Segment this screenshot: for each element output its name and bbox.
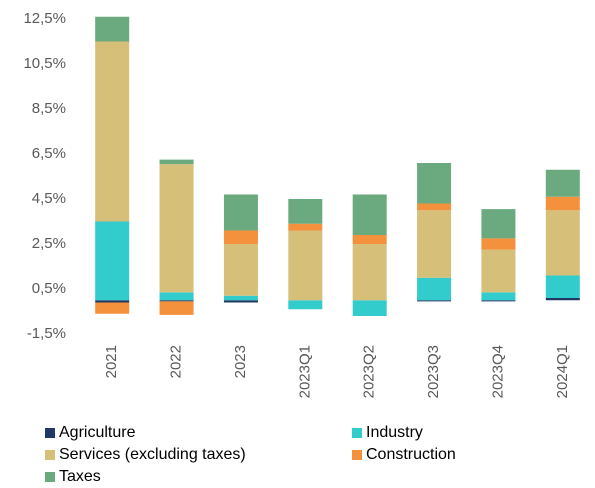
bar-segment [95, 16, 130, 42]
legend-label: Agriculture [59, 424, 136, 441]
bar-segment [417, 210, 452, 278]
bar-segment [159, 301, 194, 315]
bar-segment [159, 292, 194, 301]
bar-segment [223, 194, 258, 231]
bar-segment [545, 298, 580, 301]
bar-segment [417, 203, 452, 211]
bar-segment [481, 249, 516, 293]
y-tick-label: 2,5% [32, 235, 66, 252]
bar-segment [545, 210, 580, 276]
x-tick-label: 2023Q3 [425, 345, 442, 398]
bar-segment [545, 275, 580, 298]
bar-segment [481, 238, 516, 250]
x-tick-label: 2023 [232, 345, 249, 378]
y-tick-label: 6,5% [32, 145, 66, 162]
y-tick-label: -1,5% [27, 325, 66, 342]
bar-segment [223, 230, 258, 244]
bar-segment [352, 235, 387, 244]
bar-segment [159, 159, 194, 165]
legend-label: Construction [366, 446, 456, 463]
legend-swatch [352, 428, 362, 438]
bar-segment [481, 300, 516, 302]
bar-segment [223, 244, 258, 296]
bar-segment [288, 223, 323, 231]
y-tick-label: 8,5% [32, 100, 66, 117]
x-tick-label: 2023Q4 [489, 345, 506, 398]
bar-segment [481, 292, 516, 301]
legend-label: Industry [366, 424, 423, 441]
legend-label: Services (excluding taxes) [59, 446, 246, 463]
y-tick-label: 0,5% [32, 280, 66, 297]
bar-segment [545, 196, 580, 211]
x-tick-label: 2023Q2 [361, 345, 378, 398]
bar-segment [95, 221, 130, 301]
x-tick-label: 2021 [103, 345, 120, 378]
bar-segment [352, 244, 387, 301]
bar-segment [95, 302, 130, 314]
bar-segment [417, 277, 452, 301]
legend-swatch [45, 450, 55, 460]
y-tick-label: 12,5% [23, 10, 66, 27]
y-tick-label: 10,5% [23, 55, 66, 72]
bar-segment [95, 300, 130, 303]
legend-swatch [45, 472, 55, 482]
bar-segment [288, 230, 323, 301]
x-tick-label: 2022 [168, 345, 185, 378]
bar-segment [481, 209, 516, 239]
bar-segment [545, 169, 580, 197]
bar-segment [417, 300, 452, 302]
bar-segment [223, 300, 258, 303]
bar-segment [417, 163, 452, 204]
x-tick-label: 2023Q1 [296, 345, 313, 398]
bar-segment [95, 41, 130, 222]
bar-segment [223, 295, 258, 301]
bar-segment [288, 199, 323, 224]
x-tick-label: 2024Q1 [554, 345, 571, 398]
bar-segment [159, 164, 194, 293]
legend-label: Taxes [59, 468, 101, 485]
bar-segment [288, 300, 323, 310]
bar-segment [352, 194, 387, 235]
legend-swatch [45, 428, 55, 438]
bar-segment [159, 300, 194, 302]
legend-swatch [352, 450, 362, 460]
y-tick-label: 4,5% [32, 190, 66, 207]
bar-segment [352, 300, 387, 316]
